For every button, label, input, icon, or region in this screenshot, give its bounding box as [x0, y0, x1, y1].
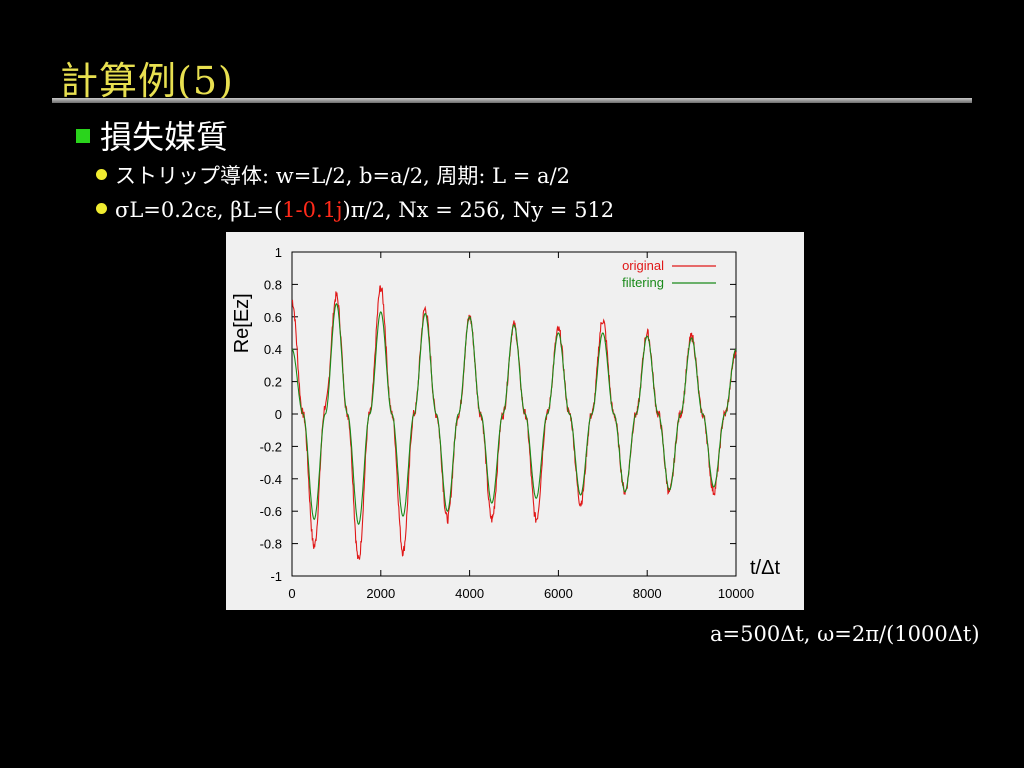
x-tick-label: 6000 — [544, 586, 573, 601]
x-tick-label: 4000 — [455, 586, 484, 601]
circle-bullet-icon — [96, 203, 107, 214]
y-tick-label: -0.6 — [260, 504, 282, 519]
sub-bullet-2: σL=0.2cε, βL=(1-0.1j)π/2, Nx = 256, Ny =… — [96, 198, 614, 222]
series-line-filtering — [291, 303, 737, 525]
formula-text: a=500Δt, ω=2π/(1000Δt) — [710, 622, 980, 646]
y-tick-label: -0.4 — [260, 472, 282, 487]
chart-labels: 1 0.8 0.6 0.4 0.2 0 -0.2 -0.4 -0.6 -0.8 -1 0 2000 400… — [231, 245, 780, 601]
x-tick-label: 0 — [288, 586, 295, 601]
chart-ticks — [291, 251, 737, 577]
chart-legend: original filtering — [622, 258, 716, 290]
y-tick-label: 1 — [275, 245, 282, 260]
circle-bullet-icon — [96, 169, 107, 180]
x-axis-label: t/Δt — [750, 557, 780, 579]
y-tick-label: -1 — [270, 569, 282, 584]
y-tick-label: 0.8 — [264, 277, 282, 292]
y-axis-label: Re[Ez] — [231, 293, 253, 353]
legend-label: filtering — [622, 275, 664, 290]
y-tick-label: -0.2 — [260, 439, 282, 454]
sub-bullet-1: ストリップ導体: w=L/2, b=a/2, 周期: L = a/2 — [96, 160, 570, 190]
bullet-text: 損失媒質 — [100, 118, 229, 156]
legend-label: original — [622, 258, 664, 273]
y-tick-label: 0.2 — [264, 375, 282, 390]
bullet-item: 損失媒質 — [76, 112, 228, 158]
x-tick-label: 10000 — [718, 586, 754, 601]
y-tick-label: 0 — [275, 407, 282, 422]
title-divider — [52, 98, 972, 103]
x-tick-label: 2000 — [366, 586, 395, 601]
line-chart: 1 0.8 0.6 0.4 0.2 0 -0.2 -0.4 -0.6 -0.8 -1 0 2000 400… — [231, 245, 780, 601]
square-bullet-icon — [76, 128, 90, 143]
y-tick-label: 0.4 — [264, 342, 282, 357]
sub2-red-value: 1-0.1j — [282, 198, 343, 222]
plot-frame — [291, 251, 737, 577]
sub2-suffix: )π/2, Nx = 256, Ny = 512 — [342, 198, 615, 222]
sub1-text: w=L/2, b=a/2, 周期: L = a/2 — [275, 164, 571, 188]
slide-title: 計算例(5) — [60, 59, 234, 103]
chart-series — [291, 285, 737, 560]
chart-panel: 1 0.8 0.6 0.4 0.2 0 -0.2 -0.4 -0.6 -0.8 -1 0 2000 400… — [226, 232, 804, 610]
y-tick-label: -0.8 — [260, 537, 282, 552]
x-tick-label: 8000 — [633, 586, 662, 601]
sub1-label: ストリップ導体: — [115, 164, 270, 188]
sub2-prefix: σL=0.2cε, βL=( — [115, 198, 283, 222]
series-line-original — [291, 285, 737, 560]
y-tick-label: 0.6 — [264, 310, 282, 325]
